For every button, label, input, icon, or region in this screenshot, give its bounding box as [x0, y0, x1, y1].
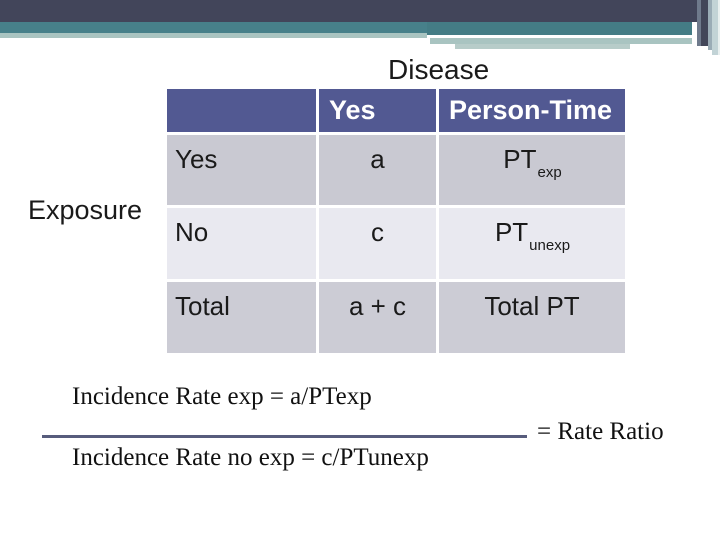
banner-corner-stripe [701, 0, 708, 46]
banner-corner-stripe [712, 0, 718, 55]
table-row-yes-disease-cell: a [319, 135, 436, 205]
banner-teal-bar-left [0, 22, 427, 33]
banner-corner-stripe [718, 0, 720, 55]
formula-numerator: Incidence Rate exp = a/PTexp [72, 383, 372, 410]
pt-subscript: exp [537, 164, 562, 182]
formula-denominator: Incidence Rate no exp = c/PTunexp [72, 444, 429, 471]
pt-subscript: unexp [529, 237, 571, 255]
banner-sage-stripe-2 [455, 44, 630, 49]
banner-navy-bar [0, 0, 698, 22]
table-row-total-label: Total [167, 282, 316, 353]
table-row-yes-label: Yes [167, 135, 316, 205]
table-row-yes-persontime-cell: PTexp [439, 135, 625, 205]
disease-column-title: Disease [388, 54, 490, 85]
banner-corner-stripe [697, 0, 701, 46]
fraction-line [42, 435, 527, 438]
table-row-no-persontime-cell: PTunexp [439, 208, 625, 279]
exposure-row-title: Exposure [28, 195, 143, 225]
table-header-empty [167, 89, 316, 132]
table-row-total-persontime-cell: Total PT [439, 282, 625, 353]
pt-base: Total PT [484, 291, 580, 321]
banner-corner-stripe [708, 0, 712, 50]
incidence-rate-table: Yes Person-Time Yes a PTexp No c PTunexp… [167, 89, 625, 353]
formula-result: = Rate Ratio [537, 418, 664, 445]
table-row-no-disease-cell: c [319, 208, 436, 279]
table-header-yes: Yes [319, 89, 436, 132]
table-header-person-time: Person-Time [439, 89, 625, 132]
banner-sage-bar-left [0, 33, 427, 38]
table-row-no-label: No [167, 208, 316, 279]
pt-base: PT [503, 144, 537, 174]
banner-sage-stripe-1 [430, 38, 692, 44]
pt-base: PT [494, 217, 529, 247]
table-row-total-disease-cell: a + c [319, 282, 436, 353]
banner-teal-bar-right [427, 22, 692, 35]
